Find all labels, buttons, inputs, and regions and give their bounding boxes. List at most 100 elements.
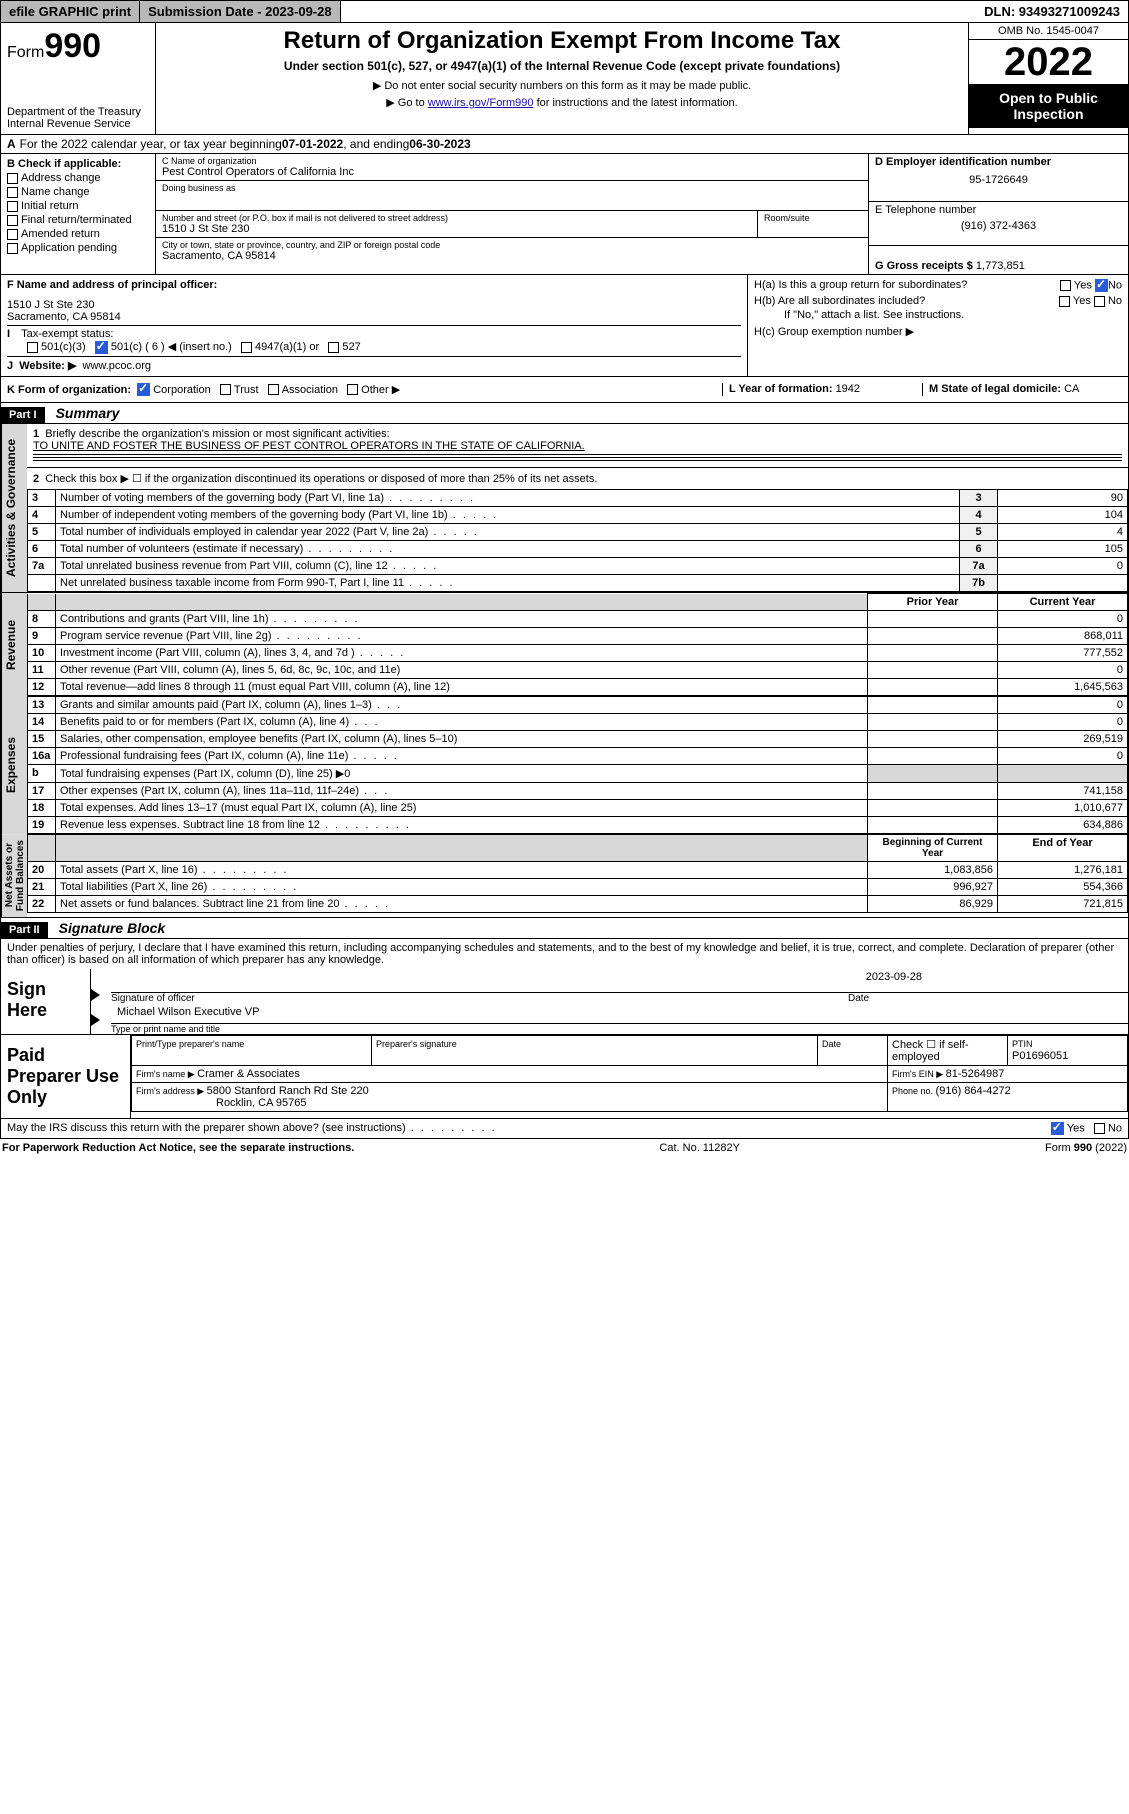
tax-year: 2022 [969,40,1128,84]
klm-row: K Form of organization: Corporation Trus… [0,377,1129,404]
netassets-table: Beginning of Current Year End of Year 20… [27,834,1128,913]
header-left: Form990 Department of the Treasury Inter… [1,23,156,134]
efile-text[interactable]: efile GRAPHIC print [9,4,131,19]
gov-line-5: 5Total number of individuals employed in… [28,524,1128,541]
header-mid: Return of Organization Exempt From Incom… [156,23,968,134]
activities-content: 1 Briefly describe the organization's mi… [27,424,1128,592]
hb-yes[interactable] [1059,296,1070,307]
preparer-table: Print/Type preparer's name Preparer's si… [131,1035,1128,1112]
governance-table: 3Number of voting members of the governi… [27,489,1128,592]
period-A: A [7,137,16,151]
q2-block: 2 Check this box ▶ ☐ if the organization… [27,468,1128,489]
form-line1: ▶ Do not enter social security numbers o… [164,79,960,92]
na-line-21: 21Total liabilities (Part X, line 26)996… [28,879,1128,896]
ha-yes[interactable] [1060,280,1071,291]
opt-501c: 501(c) ( 6 ) ◀ (insert no.) [111,341,232,353]
checkbox[interactable] [7,173,18,184]
firm-addr-row: Firm's address ▶ 5800 Stanford Ranch Rd … [132,1083,888,1112]
sig-name-lbl: Type or print name and title [111,1024,1128,1034]
opt-other: Other ▶ [361,384,400,396]
discuss-no[interactable] [1094,1123,1105,1134]
gross-lbl: G Gross receipts $ [875,260,976,272]
ein-val: 95-1726649 [875,174,1122,186]
checkbox[interactable] [7,201,18,212]
part1-header: Part I Summary [0,403,1129,424]
checkbox[interactable] [7,243,18,254]
J-lbl: J [7,360,13,372]
gross-field: G Gross receipts $ 1,773,851 [869,246,1128,274]
checkbox[interactable] [7,229,18,240]
ha-no[interactable] [1095,279,1108,292]
form-line2: ▶ Go to www.irs.gov/Form990 for instruct… [164,96,960,109]
dba-lbl: Doing business as [162,183,862,193]
preparer-right: Print/Type preparer's name Preparer's si… [131,1035,1128,1118]
l-lbl: L Year of formation: [729,383,836,395]
hb-no[interactable] [1094,296,1105,307]
prep-col1: Print/Type preparer's name [132,1036,372,1066]
addr-field: Number and street (or P.O. box if mail i… [156,211,758,238]
check-address-change: Address change [7,172,149,184]
irs-link[interactable]: www.irs.gov/Form990 [428,97,534,109]
header-right: OMB No. 1545-0047 2022 Open to Public In… [968,23,1128,134]
efile-label: efile GRAPHIC print [1,1,140,22]
cb-corp[interactable] [137,383,150,396]
cb-other[interactable] [347,384,358,395]
footer-left: For Paperwork Reduction Act Notice, see … [2,1142,354,1154]
col-curr: Current Year [998,594,1128,611]
ein-lbl: D Employer identification number [875,156,1122,168]
org-name-field: C Name of organization Pest Control Oper… [156,154,868,181]
f-label: F Name and address of principal officer: [7,279,741,291]
gov-line-7a: 7aTotal unrelated business revenue from … [28,558,1128,575]
hc-row: H(c) Group exemption number ▶ [754,325,1122,338]
q1-ans: TO UNITE AND FOSTER THE BUSINESS OF PEST… [33,440,585,452]
cb-trust[interactable] [220,384,231,395]
rev-line-12: 12Total revenue—add lines 8 through 11 (… [28,679,1128,696]
ph-lbl: Phone no. [892,1086,936,1096]
fn-val: Cramer & Associates [197,1068,300,1080]
sig-officer: 2023-09-28 [111,969,1128,993]
form-header: Form990 Department of the Treasury Inter… [0,23,1129,135]
tel-lbl: E Telephone number [875,204,1122,216]
opt-4947: 4947(a)(1) or [255,341,319,353]
preparer-block: Paid Preparer Use Only Print/Type prepar… [0,1035,1129,1119]
cb-527[interactable] [328,342,339,353]
fc-val: Rocklin, CA 95765 [216,1097,307,1109]
penalties-text: Under penalties of perjury, I declare th… [0,939,1129,969]
q1-block: 1 Briefly describe the organization's mi… [27,424,1128,468]
firm-ein-row: Firm's EIN ▶ 81-5264987 [888,1066,1128,1083]
ptin-val: P01696051 [1012,1050,1068,1062]
footer-right: Form 990 (2022) [1045,1142,1127,1154]
discuss-text: May the IRS discuss this return with the… [7,1122,406,1134]
prep-col2: Preparer's signature [372,1036,818,1066]
section-c: C Name of organization Pest Control Oper… [156,154,868,274]
checkbox[interactable] [7,187,18,198]
discuss-yn: Yes No [1051,1122,1122,1135]
cb-4947[interactable] [241,342,252,353]
col-end: End of Year [998,835,1128,862]
sig-name: Michael Wilson Executive VP [111,1004,1128,1024]
sig-labels: Signature of officer Date [111,993,1128,1004]
cb-501c[interactable] [95,341,108,354]
vert-netassets: Net Assets orFund Balances [1,834,27,917]
period-text-b: , and ending [343,137,409,151]
cb-assoc[interactable] [268,384,279,395]
form-subtitle: Under section 501(c), 527, or 4947(a)(1)… [164,59,960,73]
yes2: Yes [1073,295,1091,307]
cb-501c3[interactable] [27,342,38,353]
fe-lbl: Firm's EIN ▶ [892,1069,946,1079]
form-k: K Form of organization: Corporation Trus… [7,383,722,397]
m-val: CA [1064,383,1079,395]
dyes: Yes [1067,1123,1085,1135]
exp-line-b: bTotal fundraising expenses (Part IX, co… [28,765,1128,783]
part1-blk: Part I [1,407,45,423]
prep-c1: Print/Type preparer's name [136,1039,244,1049]
addr-row: Number and street (or P.O. box if mail i… [156,211,868,238]
fn-lbl: Firm's name ▶ [136,1069,197,1079]
discuss-yes[interactable] [1051,1122,1064,1135]
gross-val: 1,773,851 [976,260,1025,272]
form-m: M State of legal domicile: CA [922,383,1122,397]
section-b: B Check if applicable: Address changeNam… [1,154,156,274]
check-amended-return: Amended return [7,228,149,240]
checkbox[interactable] [7,215,18,226]
c-name-lbl: C Name of organization [162,156,862,166]
